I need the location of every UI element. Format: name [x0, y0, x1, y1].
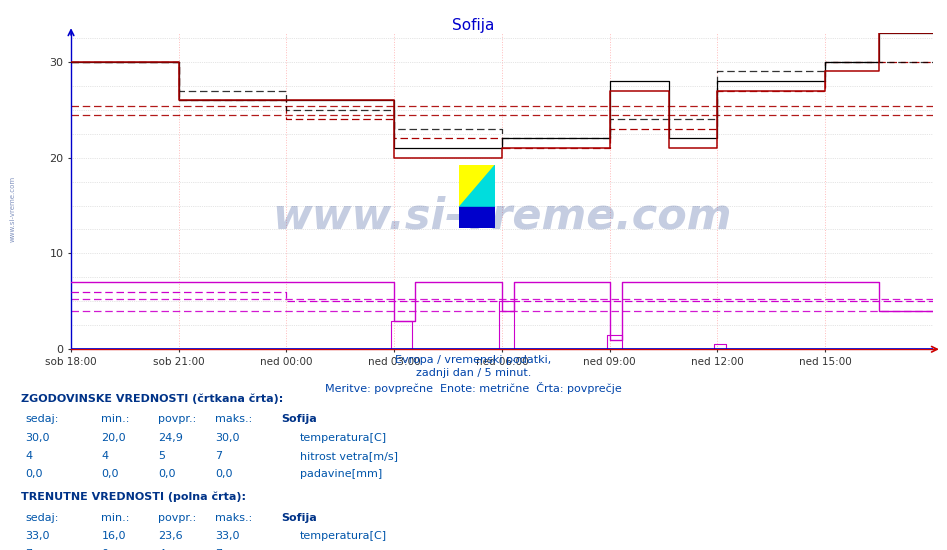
Text: maks.:: maks.:	[215, 414, 252, 425]
Text: 5: 5	[158, 450, 165, 461]
Polygon shape	[459, 207, 495, 228]
Text: sedaj:: sedaj:	[26, 513, 59, 523]
Text: maks.:: maks.:	[215, 513, 252, 523]
Text: 23,6: 23,6	[158, 531, 183, 541]
Text: TRENUTNE VREDNOSTI (polna črta):: TRENUTNE VREDNOSTI (polna črta):	[21, 492, 246, 502]
Text: ZGODOVINSKE VREDNOSTI (črtkana črta):: ZGODOVINSKE VREDNOSTI (črtkana črta):	[21, 393, 283, 404]
Text: Sofija: Sofija	[281, 414, 317, 425]
Text: 0: 0	[101, 549, 108, 550]
Text: povpr.:: povpr.:	[158, 414, 196, 425]
Text: Meritve: povprečne  Enote: metrične  Črta: povprečje: Meritve: povprečne Enote: metrične Črta:…	[325, 382, 622, 394]
Text: Sofija: Sofija	[453, 18, 494, 33]
Polygon shape	[459, 165, 495, 207]
Text: 7: 7	[215, 549, 223, 550]
Text: Evropa / vremenski podatki,: Evropa / vremenski podatki,	[396, 355, 551, 365]
Text: 4: 4	[101, 450, 109, 461]
Text: 24,9: 24,9	[158, 432, 183, 443]
Text: povpr.:: povpr.:	[158, 513, 196, 523]
Text: 0,0: 0,0	[101, 469, 118, 479]
Text: 4: 4	[26, 450, 33, 461]
Text: zadnji dan / 5 minut.: zadnji dan / 5 minut.	[416, 368, 531, 378]
Text: 0,0: 0,0	[215, 469, 232, 479]
Text: padavine[mm]: padavine[mm]	[300, 469, 383, 479]
Text: min.:: min.:	[101, 414, 130, 425]
Text: 7: 7	[215, 450, 223, 461]
Text: 30,0: 30,0	[26, 432, 50, 443]
Text: Sofija: Sofija	[281, 513, 317, 523]
Text: temperatura[C]: temperatura[C]	[300, 432, 387, 443]
Text: 20,0: 20,0	[101, 432, 126, 443]
Text: 7: 7	[26, 549, 33, 550]
Text: 30,0: 30,0	[215, 432, 240, 443]
Text: temperatura[C]: temperatura[C]	[300, 531, 387, 541]
Text: 16,0: 16,0	[101, 531, 126, 541]
Text: hitrost vetra[m/s]: hitrost vetra[m/s]	[300, 450, 398, 461]
Text: www.si-vreme.com: www.si-vreme.com	[9, 176, 15, 242]
Text: sedaj:: sedaj:	[26, 414, 59, 425]
Text: hitrost vetra[m/s]: hitrost vetra[m/s]	[300, 549, 398, 550]
Text: min.:: min.:	[101, 513, 130, 523]
Polygon shape	[459, 165, 495, 207]
Text: www.si-vreme.com: www.si-vreme.com	[272, 195, 732, 238]
Text: 0,0: 0,0	[158, 469, 175, 479]
Text: 33,0: 33,0	[26, 531, 50, 541]
Text: 33,0: 33,0	[215, 531, 240, 541]
Text: 0,0: 0,0	[26, 469, 43, 479]
Text: 4: 4	[158, 549, 166, 550]
